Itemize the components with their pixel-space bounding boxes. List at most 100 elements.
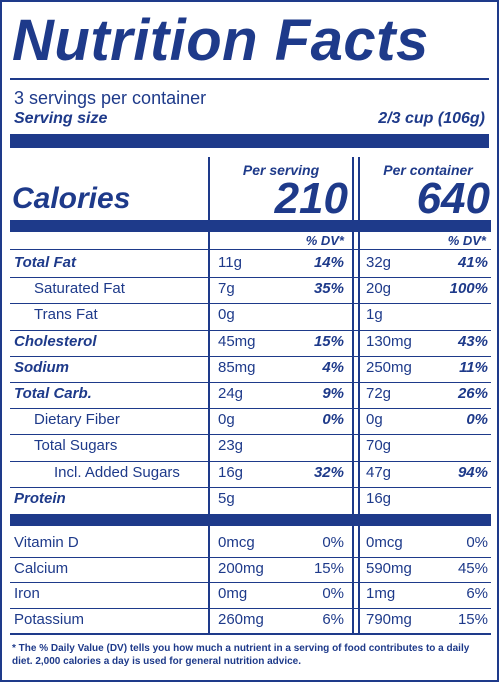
serving-amount: 24g xyxy=(218,385,244,402)
calories-divider xyxy=(10,220,491,232)
calories-per-serving: 210 xyxy=(274,174,348,223)
container-amount: 790mg xyxy=(366,610,412,628)
nutrient-name: Potassium xyxy=(14,610,85,628)
footnote: * The % Daily Value (DV) tells you how m… xyxy=(12,643,470,667)
container-amount: 1g xyxy=(366,306,383,324)
nutrient-row: Dietary Fiber 0g 0% 0g 0% xyxy=(2,408,497,434)
nutrient-name: Vitamin D xyxy=(14,534,79,551)
container-dv: 6% xyxy=(466,585,488,602)
dv-heading-container: % DV* xyxy=(447,233,486,248)
container-dv: 43% xyxy=(457,332,488,350)
container-amount: 47g xyxy=(366,463,392,481)
serving-size-value: 2/3 cup (106g) xyxy=(378,110,485,127)
calories-per-container: 640 xyxy=(416,174,490,223)
vitamin-divider xyxy=(10,514,491,526)
serving-amount: 5g xyxy=(218,489,235,507)
nutrient-name: Total Carb. xyxy=(14,385,92,402)
serving-amount: 7g xyxy=(218,280,235,298)
per-serving-heading: Per serving xyxy=(242,162,320,178)
container-dv: 0% xyxy=(466,411,488,429)
container-amount: 72g xyxy=(366,385,392,402)
nutrient-name: Calcium xyxy=(14,559,69,577)
serving-dv: 4% xyxy=(322,358,344,376)
label-title: Nutrition Facts xyxy=(12,8,429,73)
nutrient-row: Protein 5g 16g xyxy=(2,487,497,513)
column-divider-left xyxy=(208,157,210,633)
nutrient-name: Trans Fat xyxy=(34,306,98,324)
nutrient-name: Total Fat xyxy=(14,254,76,271)
row-divider xyxy=(10,355,491,357)
container-amount: 1mg xyxy=(366,585,396,602)
serving-dv: 0% xyxy=(322,411,344,429)
row-divider xyxy=(10,582,491,583)
container-amount: 0g xyxy=(366,411,383,429)
serving-dv: 9% xyxy=(322,385,344,402)
serving-amount: 260mg xyxy=(218,610,264,628)
serving-dv: 6% xyxy=(322,610,344,628)
serving-amount: 0g xyxy=(218,306,235,324)
container-amount: 250mg xyxy=(366,358,412,376)
container-amount: 590mg xyxy=(366,559,412,577)
container-dv: 45% xyxy=(457,559,488,577)
nutrient-name: Cholesterol xyxy=(14,332,97,350)
container-dv: 26% xyxy=(457,385,488,402)
serving-amount: 11g xyxy=(218,254,242,271)
calories-label: Calories xyxy=(12,182,131,215)
nutrient-name: Protein xyxy=(14,489,66,507)
per-container-heading: Per container xyxy=(383,162,473,178)
vitamin-row: Iron 0mg 0% 1mg 6% xyxy=(2,582,497,608)
container-amount: 20g xyxy=(366,280,392,298)
row-divider xyxy=(10,460,491,462)
serving-amount: 23g xyxy=(218,437,244,455)
nutrient-row: Cholesterol 45mg 15% 130mg 43% xyxy=(2,330,497,356)
nutrient-name: Iron xyxy=(14,585,40,602)
serving-dv: 15% xyxy=(313,332,344,350)
container-amount: 130mg xyxy=(366,332,412,350)
container-amount: 70g xyxy=(366,437,392,455)
title-divider xyxy=(10,78,489,80)
container-dv: 0% xyxy=(466,534,488,551)
row-divider xyxy=(10,303,491,305)
serving-amount: 0g xyxy=(218,411,235,429)
serving-amount: 16g xyxy=(218,463,244,481)
vitamin-row: Potassium 260mg 6% 790mg 15% xyxy=(2,608,497,634)
container-dv: 94% xyxy=(457,463,488,481)
serving-amount: 0mcg xyxy=(218,534,255,551)
nutrient-row: Incl. Added Sugars 16g 32% 47g 94% xyxy=(2,461,497,487)
row-divider xyxy=(10,486,491,488)
row-divider xyxy=(10,408,491,410)
servings-per-container: 3 servings per container xyxy=(14,88,207,108)
container-amount: 16g xyxy=(366,489,392,507)
column-divider-right xyxy=(358,157,360,633)
serving-amount: 85mg xyxy=(218,358,256,376)
serving-amount: 200mg xyxy=(218,559,264,577)
container-amount: 32g xyxy=(366,254,392,271)
nutrient-row: Total Carb. 24g 9% 72g 26% xyxy=(2,382,497,408)
vitamin-row: Vitamin D 0mcg 0% 0mcg 0% xyxy=(2,531,497,557)
container-dv: 15% xyxy=(457,610,488,628)
row-divider xyxy=(10,556,491,558)
row-divider xyxy=(10,329,491,331)
vitamin-row: Calcium 200mg 15% 590mg 45% xyxy=(2,557,497,583)
nutrient-row: Total Fat 11g 14% 32g 41% xyxy=(2,251,497,277)
nutrient-name: Saturated Fat xyxy=(34,280,125,298)
serving-dv: 15% xyxy=(313,559,344,577)
dv-heading-serving: % DV* xyxy=(305,233,344,248)
serving-amount: 45mg xyxy=(218,332,256,350)
row-divider xyxy=(10,382,491,383)
nutrient-name: Total Sugars xyxy=(34,437,118,455)
serving-dv: 0% xyxy=(322,585,344,602)
container-dv: 41% xyxy=(457,254,488,271)
serving-dv: 35% xyxy=(313,280,344,298)
nutrient-row: Trans Fat 0g 1g xyxy=(2,303,497,329)
container-dv: 100% xyxy=(449,280,488,298)
serving-dv: 32% xyxy=(313,463,344,481)
nutrient-name: Sodium xyxy=(14,358,69,376)
serving-size-label: Serving size xyxy=(14,110,108,127)
row-divider xyxy=(10,434,491,436)
container-dv: 11% xyxy=(459,358,488,376)
nutrient-row: Sodium 85mg 4% 250mg 11% xyxy=(2,356,497,382)
nutrient-row: Saturated Fat 7g 35% 20g 100% xyxy=(2,277,497,303)
nutrient-name: Incl. Added Sugars xyxy=(54,463,180,481)
